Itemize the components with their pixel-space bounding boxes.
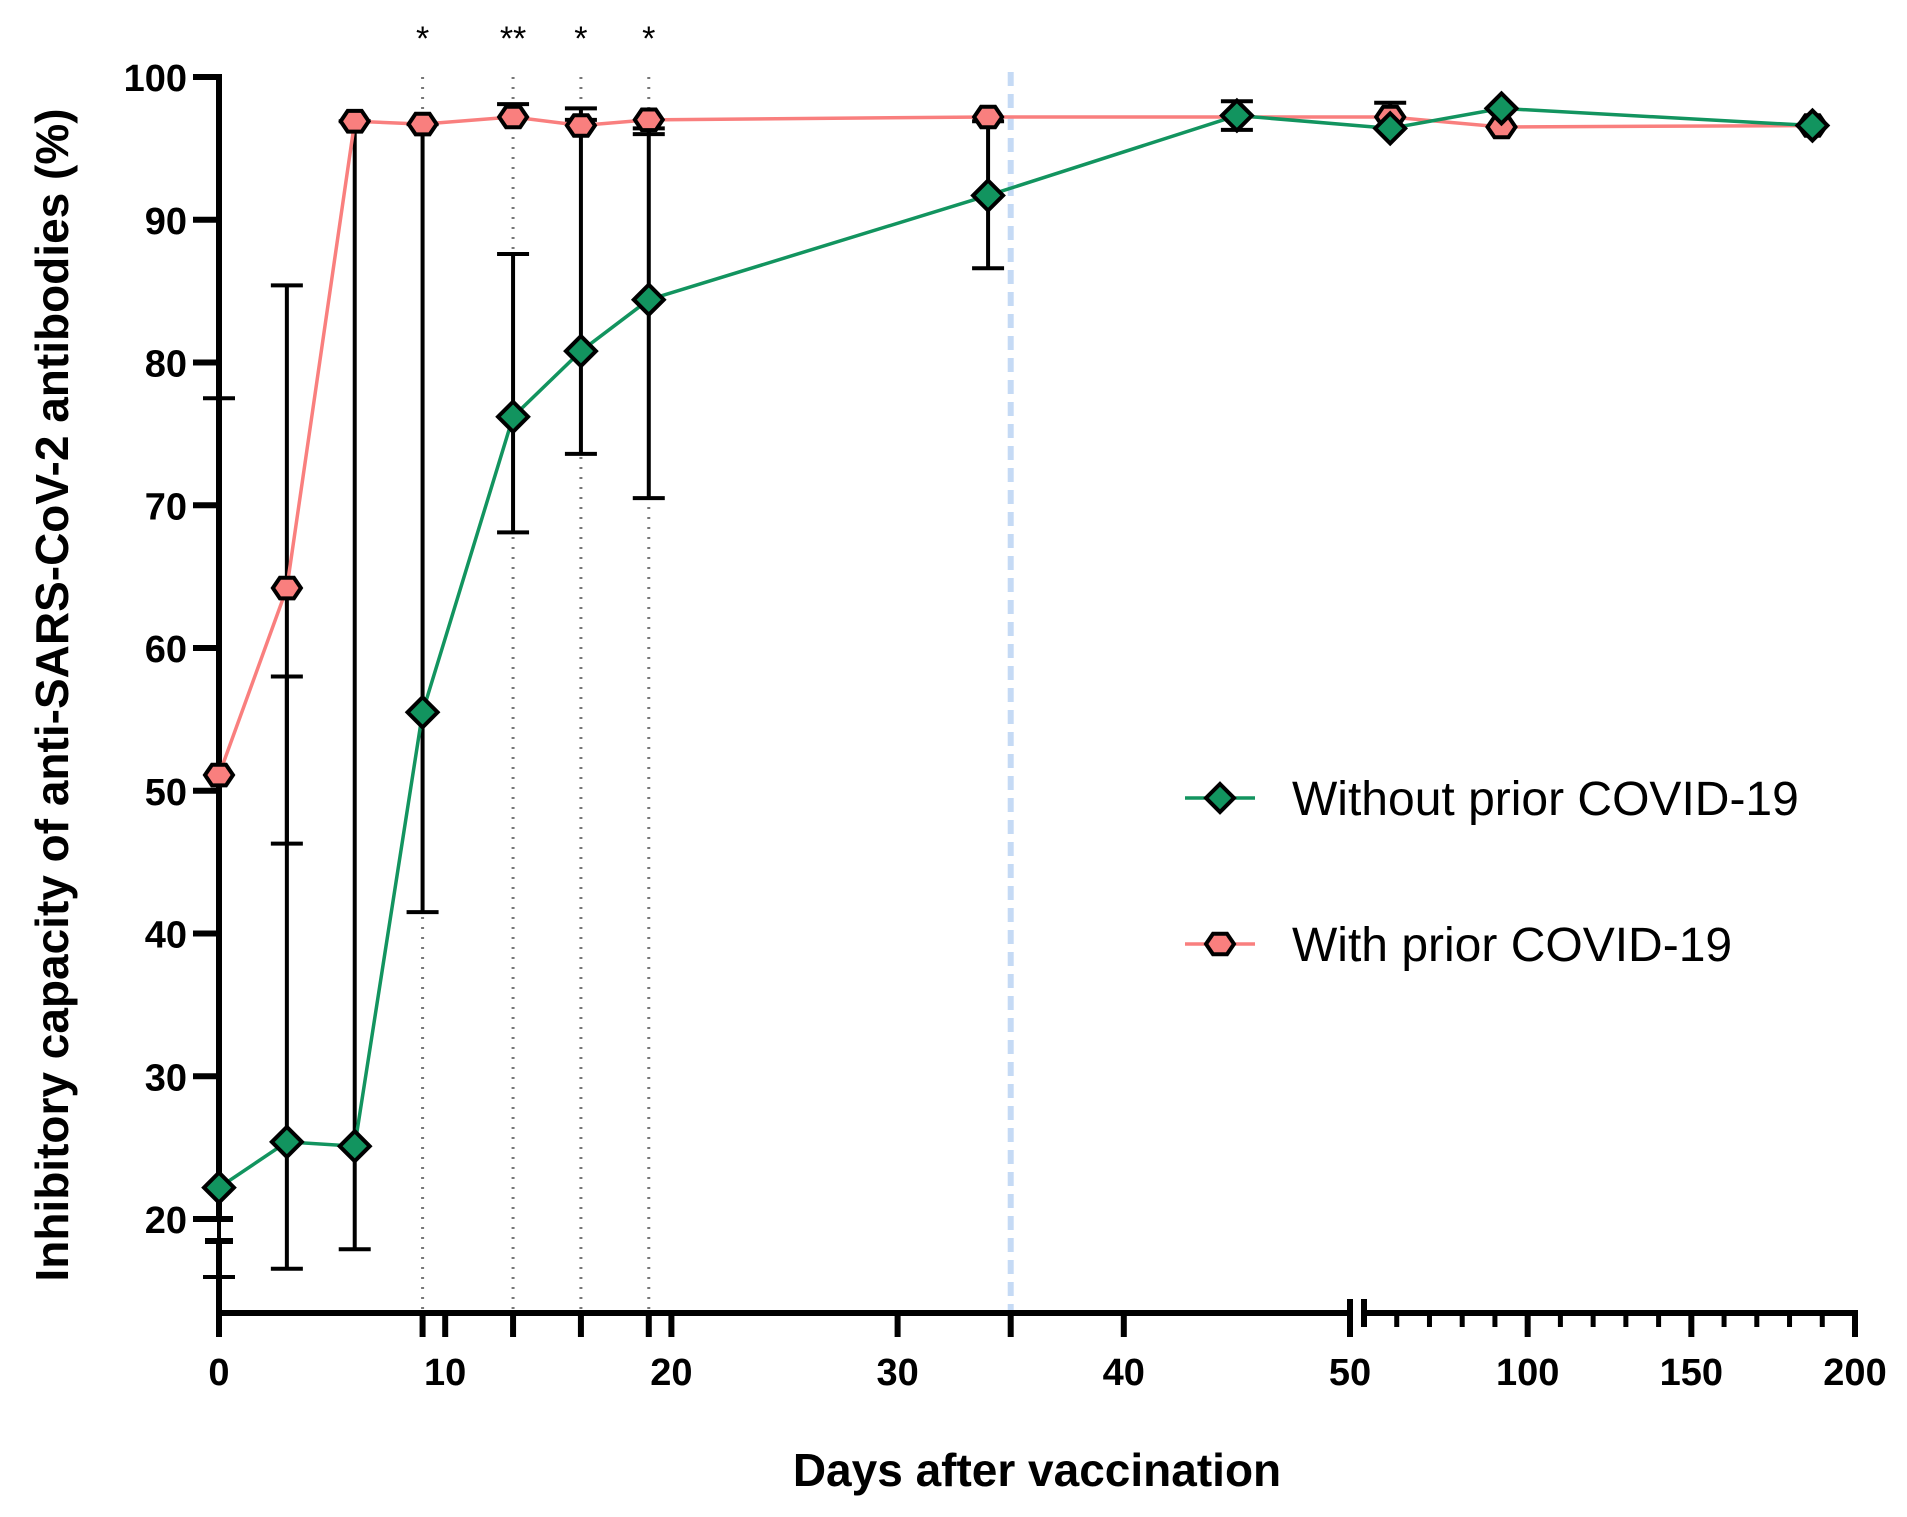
y-tick-label: 70 [145,486,187,528]
data-point-hexagon [338,108,372,134]
data-point-hexagon [632,107,666,133]
data-point-diamond [970,177,1006,214]
x-tick-label: 30 [876,1352,918,1394]
x-tick-label: 100 [1496,1352,1559,1394]
data-point-diamond [495,398,531,435]
x-tick-label: 50 [1329,1352,1371,1394]
data-point-hexagon [270,575,304,601]
data-point-hexagon [971,104,1005,130]
data-point-diamond [1219,97,1255,134]
legend-label: With prior COVID-19 [1292,919,1732,972]
data-point-diamond [1483,90,1520,127]
significance-label: ** [500,20,526,58]
x-tick-label: 200 [1823,1352,1886,1394]
data-point-diamond [336,1128,373,1165]
data-point-diamond [630,281,667,318]
series-without-prior-covid [203,99,1253,1279]
y-tick-label: 90 [145,201,187,243]
data-point-hexagon [496,104,530,130]
y-axis-title: Inhibitory capacity of anti-SARS-CoV-2 a… [26,108,78,1281]
x-tick-label: 0 [208,1352,229,1394]
legend-label: Without prior COVID-19 [1292,773,1799,826]
y-tick-label: 20 [145,1200,187,1242]
series-line [217,115,1813,776]
series [201,90,1831,1279]
series-line [218,106,1813,1190]
legend-diamond-icon [1203,781,1237,815]
axes: 20 30 40 50 60 70 80 90 100 0 10 20 30 40 50 100 150 200 [124,58,1887,1394]
data-point-hexagon [564,113,598,138]
series-with-markers [202,104,1829,788]
series-with-prior-covid [203,100,1407,846]
data-point-diamond [563,333,599,369]
reference-lines: * ** * * [416,20,1014,1313]
y-tick-label: 80 [145,344,187,386]
series-without-markers [201,90,1831,1206]
y-tick-label: 60 [145,629,187,671]
data-point-diamond [1794,107,1831,144]
data-point-hexagon [406,111,440,137]
x-tick-label: 150 [1660,1352,1723,1394]
data-point-diamond [201,1169,237,1206]
data-point-hexagon [202,762,236,788]
legend-hexagon-icon [1203,931,1237,957]
x-tick-label: 20 [650,1352,692,1394]
x-tick-label: 40 [1103,1352,1145,1394]
data-point-diamond [269,1124,305,1160]
significance-label: * [642,20,655,58]
y-tick-label: 40 [145,915,187,957]
y-tick-label: 30 [145,1057,187,1099]
legend: Without prior COVID-19 With prior COVID-1… [1185,773,1799,972]
data-point-diamond [1372,110,1409,147]
y-tick-label: 100 [124,58,187,100]
data-point-diamond [404,694,441,731]
significance-label: * [416,20,429,58]
x-axis-title: Days after vaccination [793,1444,1281,1496]
significance-label: * [574,20,587,58]
y-tick-label: 50 [145,772,187,814]
x-tick-label: 10 [424,1352,466,1394]
